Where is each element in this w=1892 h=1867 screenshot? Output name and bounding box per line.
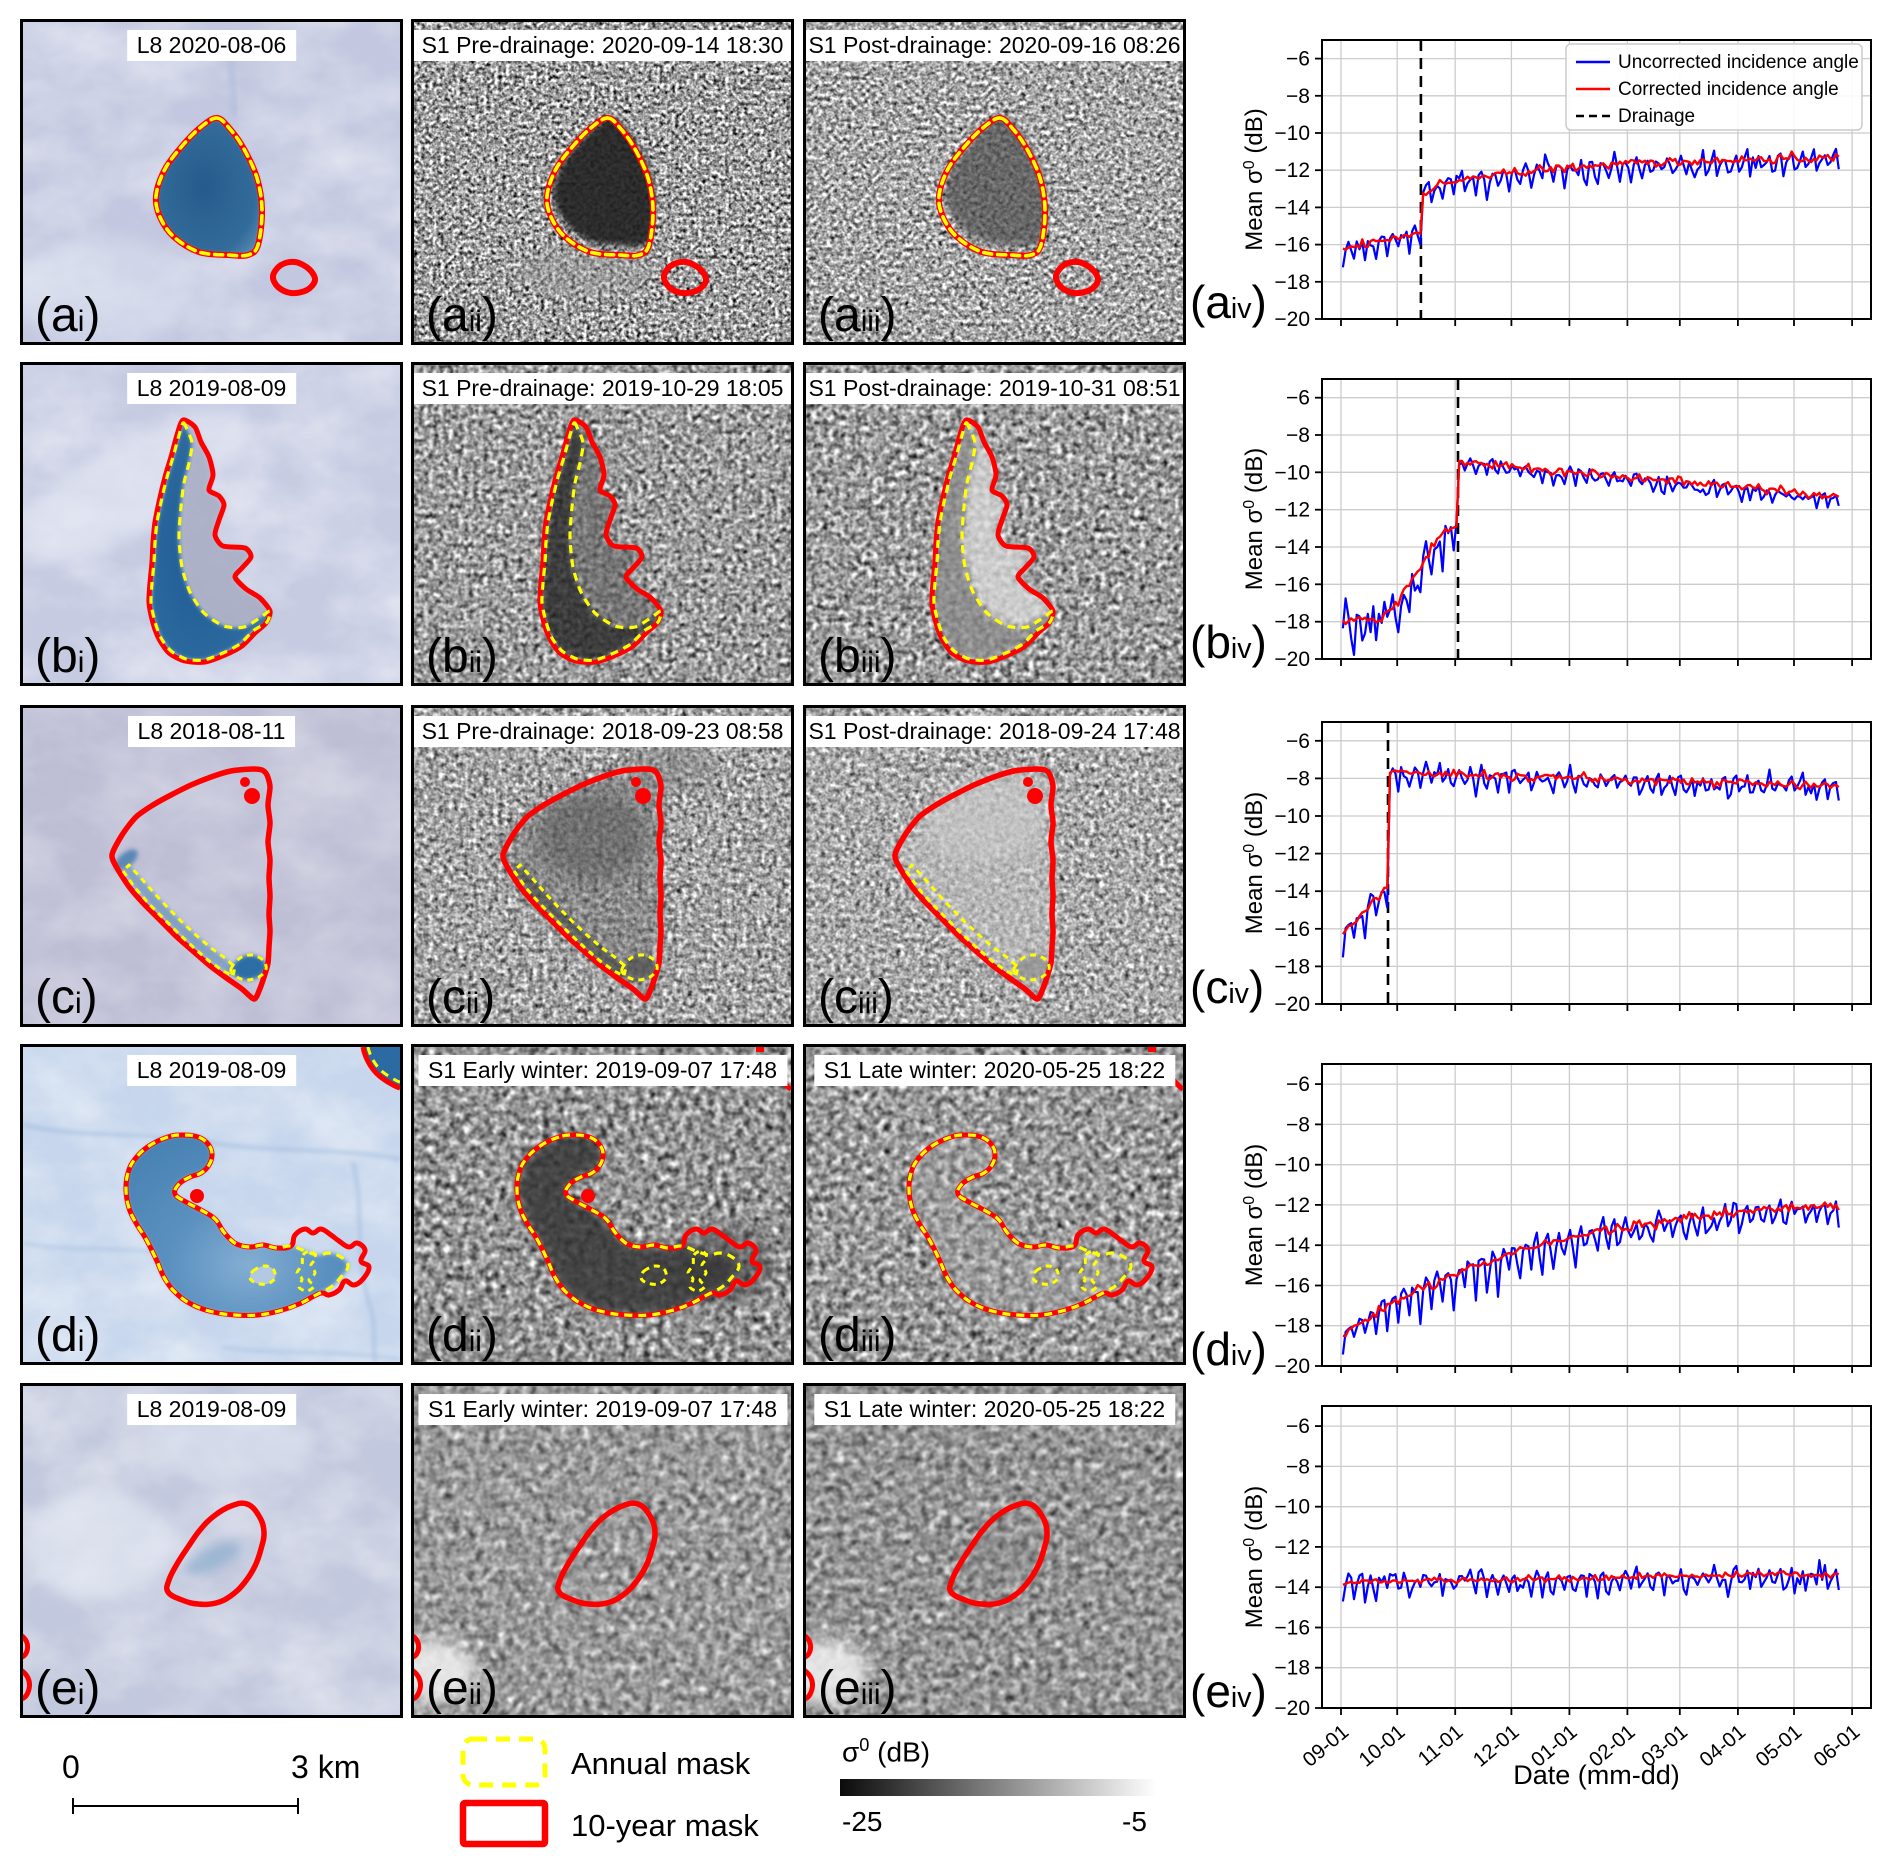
svg-text:−10: −10 <box>1274 122 1310 145</box>
svg-text:−16: −16 <box>1274 1275 1310 1298</box>
svg-text:Mean σ0 (dB): Mean σ0 (dB) <box>1241 792 1268 934</box>
svg-text:Drainage: Drainage <box>1618 106 1695 127</box>
svg-text:−8: −8 <box>1286 767 1310 790</box>
svg-text:Mean σ0 (dB): Mean σ0 (dB) <box>1241 448 1268 590</box>
svg-text:−8: −8 <box>1286 85 1310 108</box>
svg-text:−8: −8 <box>1286 424 1310 447</box>
svg-text:−12: −12 <box>1274 499 1310 522</box>
svg-text:−16: −16 <box>1274 234 1310 257</box>
svg-text:−8: −8 <box>1286 1455 1310 1478</box>
svg-text:09-01: 09-01 <box>1298 1720 1353 1771</box>
svg-text:−12: −12 <box>1274 159 1310 182</box>
svg-text:−6: −6 <box>1286 1415 1310 1438</box>
svg-text:04-01: 04-01 <box>1695 1720 1750 1771</box>
svg-text:−10: −10 <box>1274 1154 1310 1177</box>
svg-text:Date (mm-dd): Date (mm-dd) <box>1513 1760 1680 1790</box>
svg-text:−20: −20 <box>1274 648 1310 671</box>
svg-text:−20: −20 <box>1274 1697 1310 1720</box>
svg-text:Mean σ0 (dB): Mean σ0 (dB) <box>1241 1486 1268 1628</box>
svg-text:−18: −18 <box>1274 955 1310 978</box>
svg-text:−20: −20 <box>1274 1355 1310 1378</box>
svg-text:−10: −10 <box>1274 461 1310 484</box>
svg-text:−18: −18 <box>1274 271 1310 294</box>
svg-text:−18: −18 <box>1274 611 1310 634</box>
svg-text:−18: −18 <box>1274 1315 1310 1338</box>
svg-text:−16: −16 <box>1274 918 1310 941</box>
svg-text:−14: −14 <box>1274 1234 1310 1257</box>
svg-text:11-01: 11-01 <box>1414 1720 1468 1770</box>
svg-text:−16: −16 <box>1274 1617 1310 1640</box>
svg-text:−8: −8 <box>1286 1113 1310 1136</box>
svg-text:−18: −18 <box>1274 1657 1310 1680</box>
svg-text:Corrected incidence angle: Corrected incidence angle <box>1618 79 1839 100</box>
svg-text:−12: −12 <box>1274 1536 1310 1559</box>
svg-text:−12: −12 <box>1274 843 1310 866</box>
svg-text:−16: −16 <box>1274 573 1310 596</box>
svg-text:Mean σ0 (dB): Mean σ0 (dB) <box>1241 108 1268 250</box>
svg-text:06-01: 06-01 <box>1809 1720 1864 1771</box>
svg-text:−20: −20 <box>1274 308 1310 331</box>
svg-text:Mean σ0 (dB): Mean σ0 (dB) <box>1241 1144 1268 1286</box>
svg-text:−10: −10 <box>1274 1496 1310 1519</box>
svg-text:−6: −6 <box>1286 387 1310 410</box>
svg-text:−10: −10 <box>1274 805 1310 828</box>
svg-text:10-01: 10-01 <box>1354 1720 1409 1771</box>
svg-text:−6: −6 <box>1286 1073 1310 1096</box>
svg-text:Uncorrected incidence angle: Uncorrected incidence angle <box>1618 52 1859 73</box>
svg-text:−14: −14 <box>1274 536 1310 559</box>
svg-text:−20: −20 <box>1274 993 1310 1016</box>
svg-text:−6: −6 <box>1286 48 1310 71</box>
svg-text:05-01: 05-01 <box>1751 1720 1806 1771</box>
svg-text:−14: −14 <box>1274 880 1310 903</box>
svg-text:−12: −12 <box>1274 1194 1310 1217</box>
svg-text:−14: −14 <box>1274 1576 1310 1599</box>
svg-text:−14: −14 <box>1274 196 1310 219</box>
svg-text:−6: −6 <box>1286 730 1310 753</box>
